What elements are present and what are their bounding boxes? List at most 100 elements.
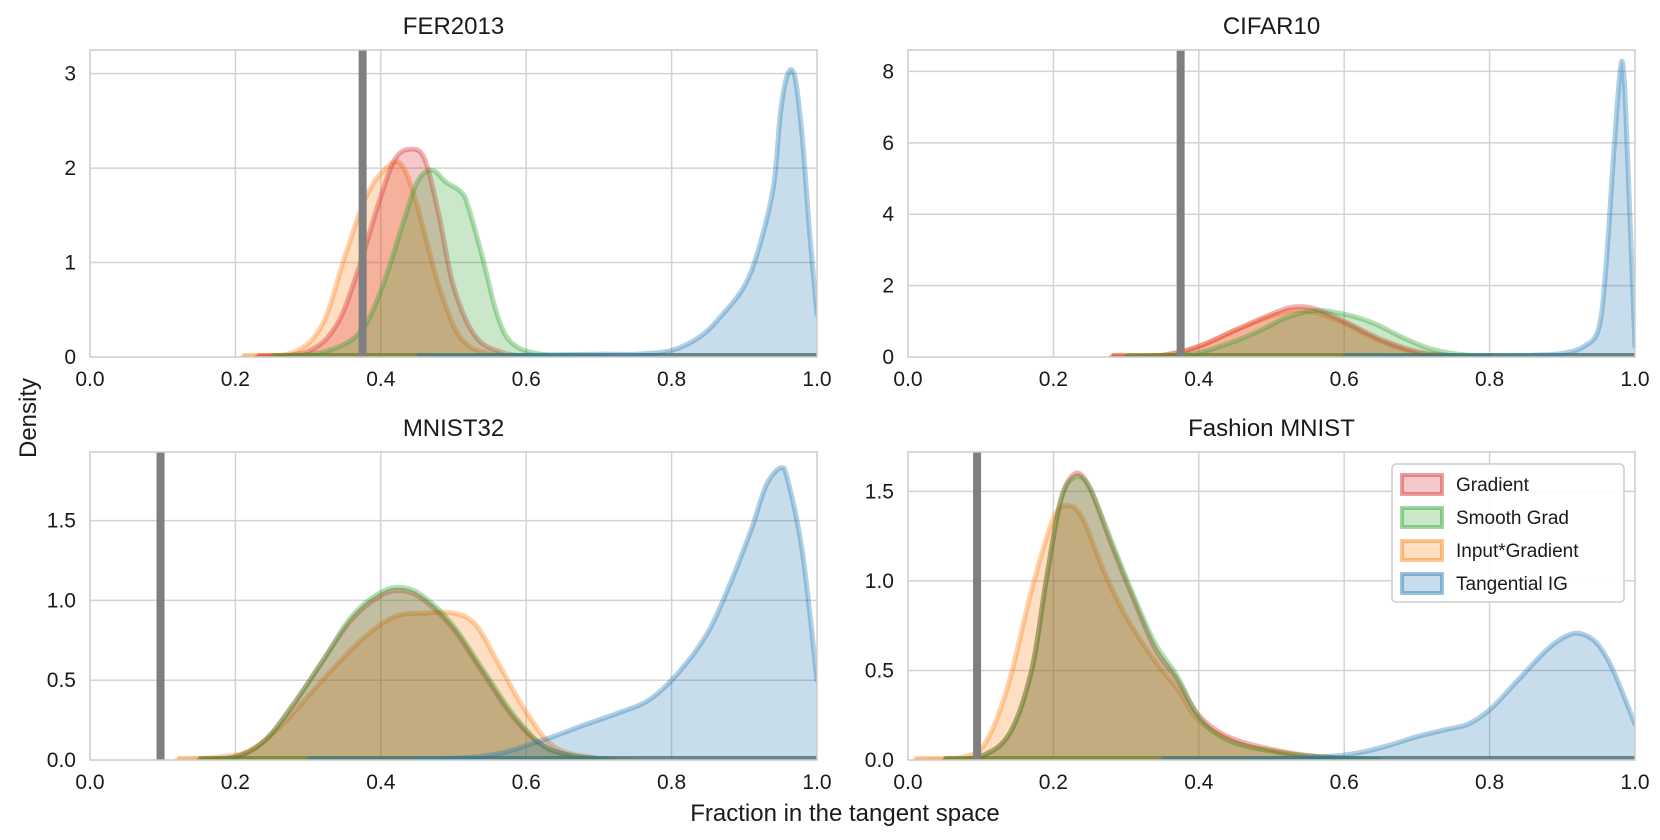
x-tick-label: 0.4 [366, 368, 396, 391]
x-tick-label: 0.8 [1475, 771, 1504, 794]
legend-swatch [1400, 572, 1444, 595]
y-tick-label: 0.0 [865, 749, 894, 772]
panel-title: CIFAR10 [1223, 13, 1320, 40]
x-tick-label: 0.4 [1184, 771, 1214, 794]
density-fill-smooth-grad [199, 587, 614, 760]
density-line-smooth-grad [941, 473, 1383, 760]
y-tick-label: 0.0 [47, 749, 76, 772]
density-fill-input-gradient [177, 612, 636, 760]
density-fill-tangential-ig [417, 69, 817, 357]
y-tick-label: 0.5 [865, 659, 894, 682]
density-fill-smooth-grad [944, 476, 1381, 760]
panel-fer2013: FER2013 0.0 0.2 0.4 0.6 0.8 1.0 0 1 2 3 [64, 13, 831, 391]
plot-area [174, 465, 817, 760]
x-tick-label: 0.4 [366, 771, 396, 794]
x-tick-label: 0.0 [893, 771, 922, 794]
density-line-gradient [254, 146, 544, 357]
density-fill-gradient [944, 473, 1381, 760]
density-line-tangential-ig [414, 67, 817, 357]
plot-area [1109, 58, 1635, 357]
density-line-gradient [1109, 304, 1493, 357]
density-line-smooth-grad [196, 584, 616, 760]
legend-item-input-gradient: Input*Gradient [1400, 539, 1579, 562]
x-tick-label: 0.2 [1039, 771, 1068, 794]
y-tick-label: 1.0 [47, 589, 76, 612]
axes-frame [907, 451, 1636, 761]
x-tick-label: 0.8 [1475, 368, 1504, 391]
density-line-input-gradient [912, 503, 1362, 760]
legend-label: Input*Gradient [1456, 541, 1579, 562]
density-fill-tangential-ig [1162, 633, 1635, 760]
density-fill-gradient [1111, 306, 1490, 357]
density-line-smooth-grad [1123, 307, 1529, 357]
plot-area [240, 67, 817, 357]
density-fill-input-gradient [242, 161, 527, 357]
y-tick-label: 1.0 [865, 570, 894, 593]
legend-label: Gradient [1456, 475, 1530, 496]
axes-frame [907, 49, 1636, 358]
y-tick-label: 2 [64, 157, 76, 180]
x-tick-label: 0.2 [1039, 368, 1068, 391]
panel-cifar10: CIFAR10 0.0 0.2 0.4 0.6 0.8 1.0 0 2 4 6 8 [882, 13, 1649, 391]
density-line-smooth-grad [269, 167, 602, 357]
x-tick-label: 0.6 [512, 771, 541, 794]
density-line-tangential-ig [1160, 630, 1635, 760]
x-axis-label: Fraction in the tangent space [690, 800, 1000, 827]
y-tick-label: 1.5 [47, 510, 76, 533]
x-tick-label: 0.2 [221, 771, 250, 794]
legend-item-gradient: Gradient [1400, 473, 1530, 496]
x-tick-label: 1.0 [802, 771, 831, 794]
x-tick-label: 0.6 [512, 368, 541, 391]
density-line-gradient [196, 588, 616, 760]
x-tick-label: 0.6 [1330, 368, 1359, 391]
density-line-tangential-ig [1341, 58, 1635, 357]
y-tick-label: 2 [882, 275, 894, 298]
density-fill-input-gradient [1111, 310, 1490, 357]
y-tick-label: 1.5 [865, 480, 894, 503]
y-axis-label: Density [15, 378, 42, 458]
legend: Gradient Smooth Grad Input*Gradient Tangent… [1391, 463, 1625, 603]
axes-frame [89, 49, 818, 358]
y-tick-label: 3 [64, 63, 76, 86]
axes-frame [89, 451, 818, 761]
y-tick-label: 0 [64, 346, 76, 369]
density-fill-tangential-ig [1344, 61, 1635, 357]
density-fill-tangential-ig [308, 467, 817, 760]
legend-item-tangential-ig: Tangential IG [1400, 572, 1568, 595]
density-fill-smooth-grad [271, 170, 599, 357]
density-line-tangential-ig [305, 465, 817, 760]
panel-fashion-mnist: Fashion MNIST 0.0 0.2 0.4 0.6 0.8 1.0 0.0 0.5 1.0… [865, 415, 1650, 794]
legend-swatch [1400, 473, 1444, 496]
density-line-gradient [941, 470, 1383, 760]
panel-title: MNIST32 [403, 415, 504, 442]
density-line-input-gradient [1109, 307, 1493, 357]
x-tick-label: 0.2 [221, 368, 250, 391]
plot-area [912, 470, 1635, 760]
x-tick-label: 1.0 [1620, 771, 1649, 794]
density-fill-gradient [257, 149, 541, 357]
legend-label: Smooth Grad [1456, 508, 1569, 529]
legend-label: Tangential IG [1456, 574, 1568, 595]
panel-mnist32: MNIST32 0.0 0.2 0.4 0.6 0.8 1.0 0.0 0.5 1.0 1.5 [47, 415, 832, 794]
legend-frame [1391, 463, 1625, 603]
y-tick-label: 0 [882, 346, 894, 369]
density-line-input-gradient [174, 609, 638, 760]
x-tick-label: 0.6 [1330, 771, 1359, 794]
x-tick-label: 0.0 [75, 771, 104, 794]
y-tick-label: 4 [882, 203, 894, 226]
x-tick-label: 0.8 [657, 368, 686, 391]
x-tick-label: 0.4 [1184, 368, 1214, 391]
density-fill-input-gradient [915, 505, 1359, 760]
y-tick-label: 0.5 [47, 669, 76, 692]
panel-title: FER2013 [403, 13, 504, 40]
x-tick-label: 0.0 [75, 368, 104, 391]
y-tick-label: 6 [882, 132, 894, 155]
legend-swatch [1400, 539, 1444, 562]
y-tick-label: 1 [64, 252, 76, 275]
density-line-input-gradient [240, 159, 529, 357]
legend-swatch [1400, 506, 1444, 529]
density-fill-gradient [199, 590, 614, 760]
legend-item-smooth-grad: Smooth Grad [1400, 506, 1569, 529]
